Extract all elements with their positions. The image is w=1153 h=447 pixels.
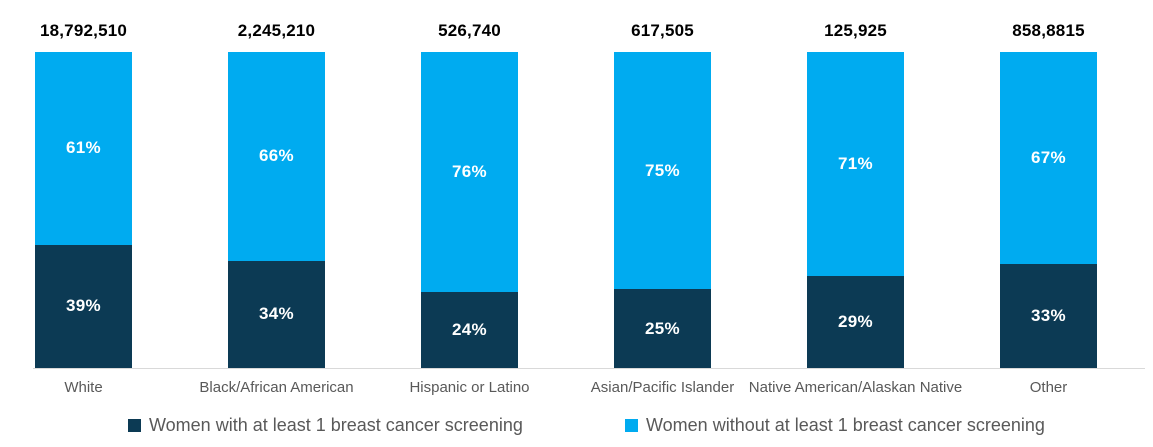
bar-total-label: 526,740 — [438, 21, 501, 40]
bar-segment-with-screening: 24% — [421, 292, 518, 368]
category-label: Black/African American — [199, 379, 354, 396]
bar-segment-with-screening: 39% — [35, 244, 132, 368]
category-label: Other — [1029, 379, 1068, 396]
segment-percent-label: 29% — [838, 312, 873, 332]
bar-total-label: 125,925 — [824, 21, 887, 40]
bar-total-label: 2,245,210 — [237, 21, 316, 40]
legend-label: Women without at least 1 breast cancer s… — [646, 415, 1045, 435]
segment-percent-label: 71% — [838, 154, 873, 174]
segment-percent-label: 34% — [259, 304, 294, 324]
segment-percent-label: 76% — [452, 162, 487, 182]
segment-percent-label: 24% — [452, 320, 487, 340]
legend-swatch-icon — [128, 419, 141, 432]
bar-segment-without-screening: 75% — [614, 52, 711, 289]
legend-label: Women with at least 1 breast cancer scre… — [149, 415, 523, 435]
bar-segment-without-screening: 71% — [807, 52, 904, 277]
segment-percent-label: 75% — [645, 160, 680, 180]
segment-percent-label: 25% — [645, 318, 680, 338]
legend-item: Women without at least 1 breast cancer s… — [625, 415, 1045, 436]
bar-total-label: 617,505 — [631, 21, 694, 40]
category-label: White — [64, 379, 103, 396]
legend-swatch-icon — [625, 419, 638, 432]
legend-item: Women with at least 1 breast cancer scre… — [128, 415, 523, 436]
segment-percent-label: 66% — [259, 146, 294, 166]
segment-percent-label: 33% — [1031, 305, 1066, 325]
bar-segment-without-screening: 66% — [228, 52, 325, 261]
bar-segment-with-screening: 25% — [614, 289, 711, 368]
bar-total-label: 18,792,510 — [39, 21, 128, 40]
bar-total-label: 858,8815 — [1012, 21, 1085, 40]
category-label: Hispanic or Latino — [409, 379, 530, 396]
category-label: Native American/Alaskan Native — [748, 379, 963, 396]
segment-percent-label: 39% — [66, 296, 101, 316]
category-label: Asian/Pacific Islander — [590, 379, 735, 396]
bar-segment-with-screening: 33% — [1000, 263, 1097, 368]
segment-percent-label: 67% — [1031, 147, 1066, 167]
segment-percent-label: 61% — [66, 138, 101, 158]
bar-segment-with-screening: 34% — [228, 260, 325, 368]
bar-segment-without-screening: 76% — [421, 52, 518, 293]
bar-segment-without-screening: 67% — [1000, 52, 1097, 264]
bar-segment-with-screening: 29% — [807, 276, 904, 368]
bar-segment-without-screening: 61% — [35, 52, 132, 245]
x-axis-line — [33, 368, 1145, 369]
